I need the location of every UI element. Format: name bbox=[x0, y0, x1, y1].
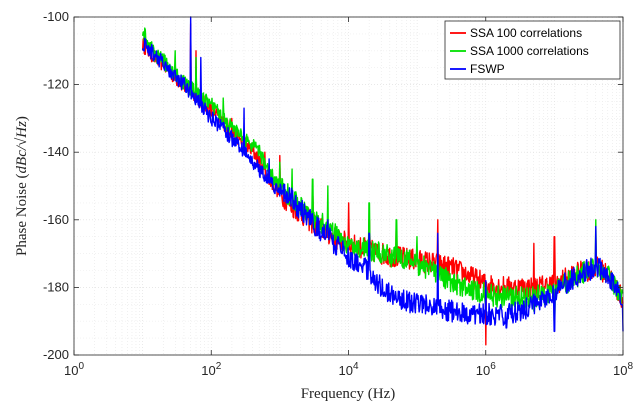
legend-label-3: FSWP bbox=[470, 62, 505, 76]
y-axis-label: Phase Noise (dBc/√Hz) bbox=[14, 116, 30, 256]
y-axis-label-unit: dBc/√Hz bbox=[14, 121, 30, 174]
series-layer bbox=[141, 16, 624, 346]
y-tick-label: -100 bbox=[43, 9, 69, 24]
x-tick-label: 102 bbox=[201, 361, 221, 378]
axis-ticks: 100 102 104 106 108 -100 -120 -140 -160 -180 -200 bbox=[43, 9, 633, 378]
x-axis-label: Frequency (Hz) bbox=[301, 386, 396, 402]
y-axis-label-prefix: Phase Noise ( bbox=[14, 173, 30, 256]
y-tick-label: -160 bbox=[43, 212, 69, 227]
legend-box bbox=[444, 20, 621, 80]
y-tick-label: -200 bbox=[43, 347, 69, 362]
y-tick-label: -140 bbox=[43, 144, 69, 159]
y-tick-label: -180 bbox=[43, 279, 69, 294]
x-tick-label: 106 bbox=[476, 361, 496, 378]
x-tick-label: 100 bbox=[64, 361, 84, 378]
x-tick-label: 108 bbox=[613, 361, 633, 378]
legend-label-1: SSA 100 correlations bbox=[470, 26, 582, 40]
legend: SSA 100 correlations SSA 1000 correlation… bbox=[444, 20, 621, 80]
minor-grid bbox=[74, 17, 623, 355]
y-axis-label-suffix: ) bbox=[14, 116, 30, 121]
x-tick-label: 104 bbox=[338, 361, 358, 378]
y-tick-label: -120 bbox=[43, 77, 69, 92]
legend-label-2: SSA 1000 correlations bbox=[470, 44, 589, 58]
series-line-3 bbox=[141, 16, 624, 333]
